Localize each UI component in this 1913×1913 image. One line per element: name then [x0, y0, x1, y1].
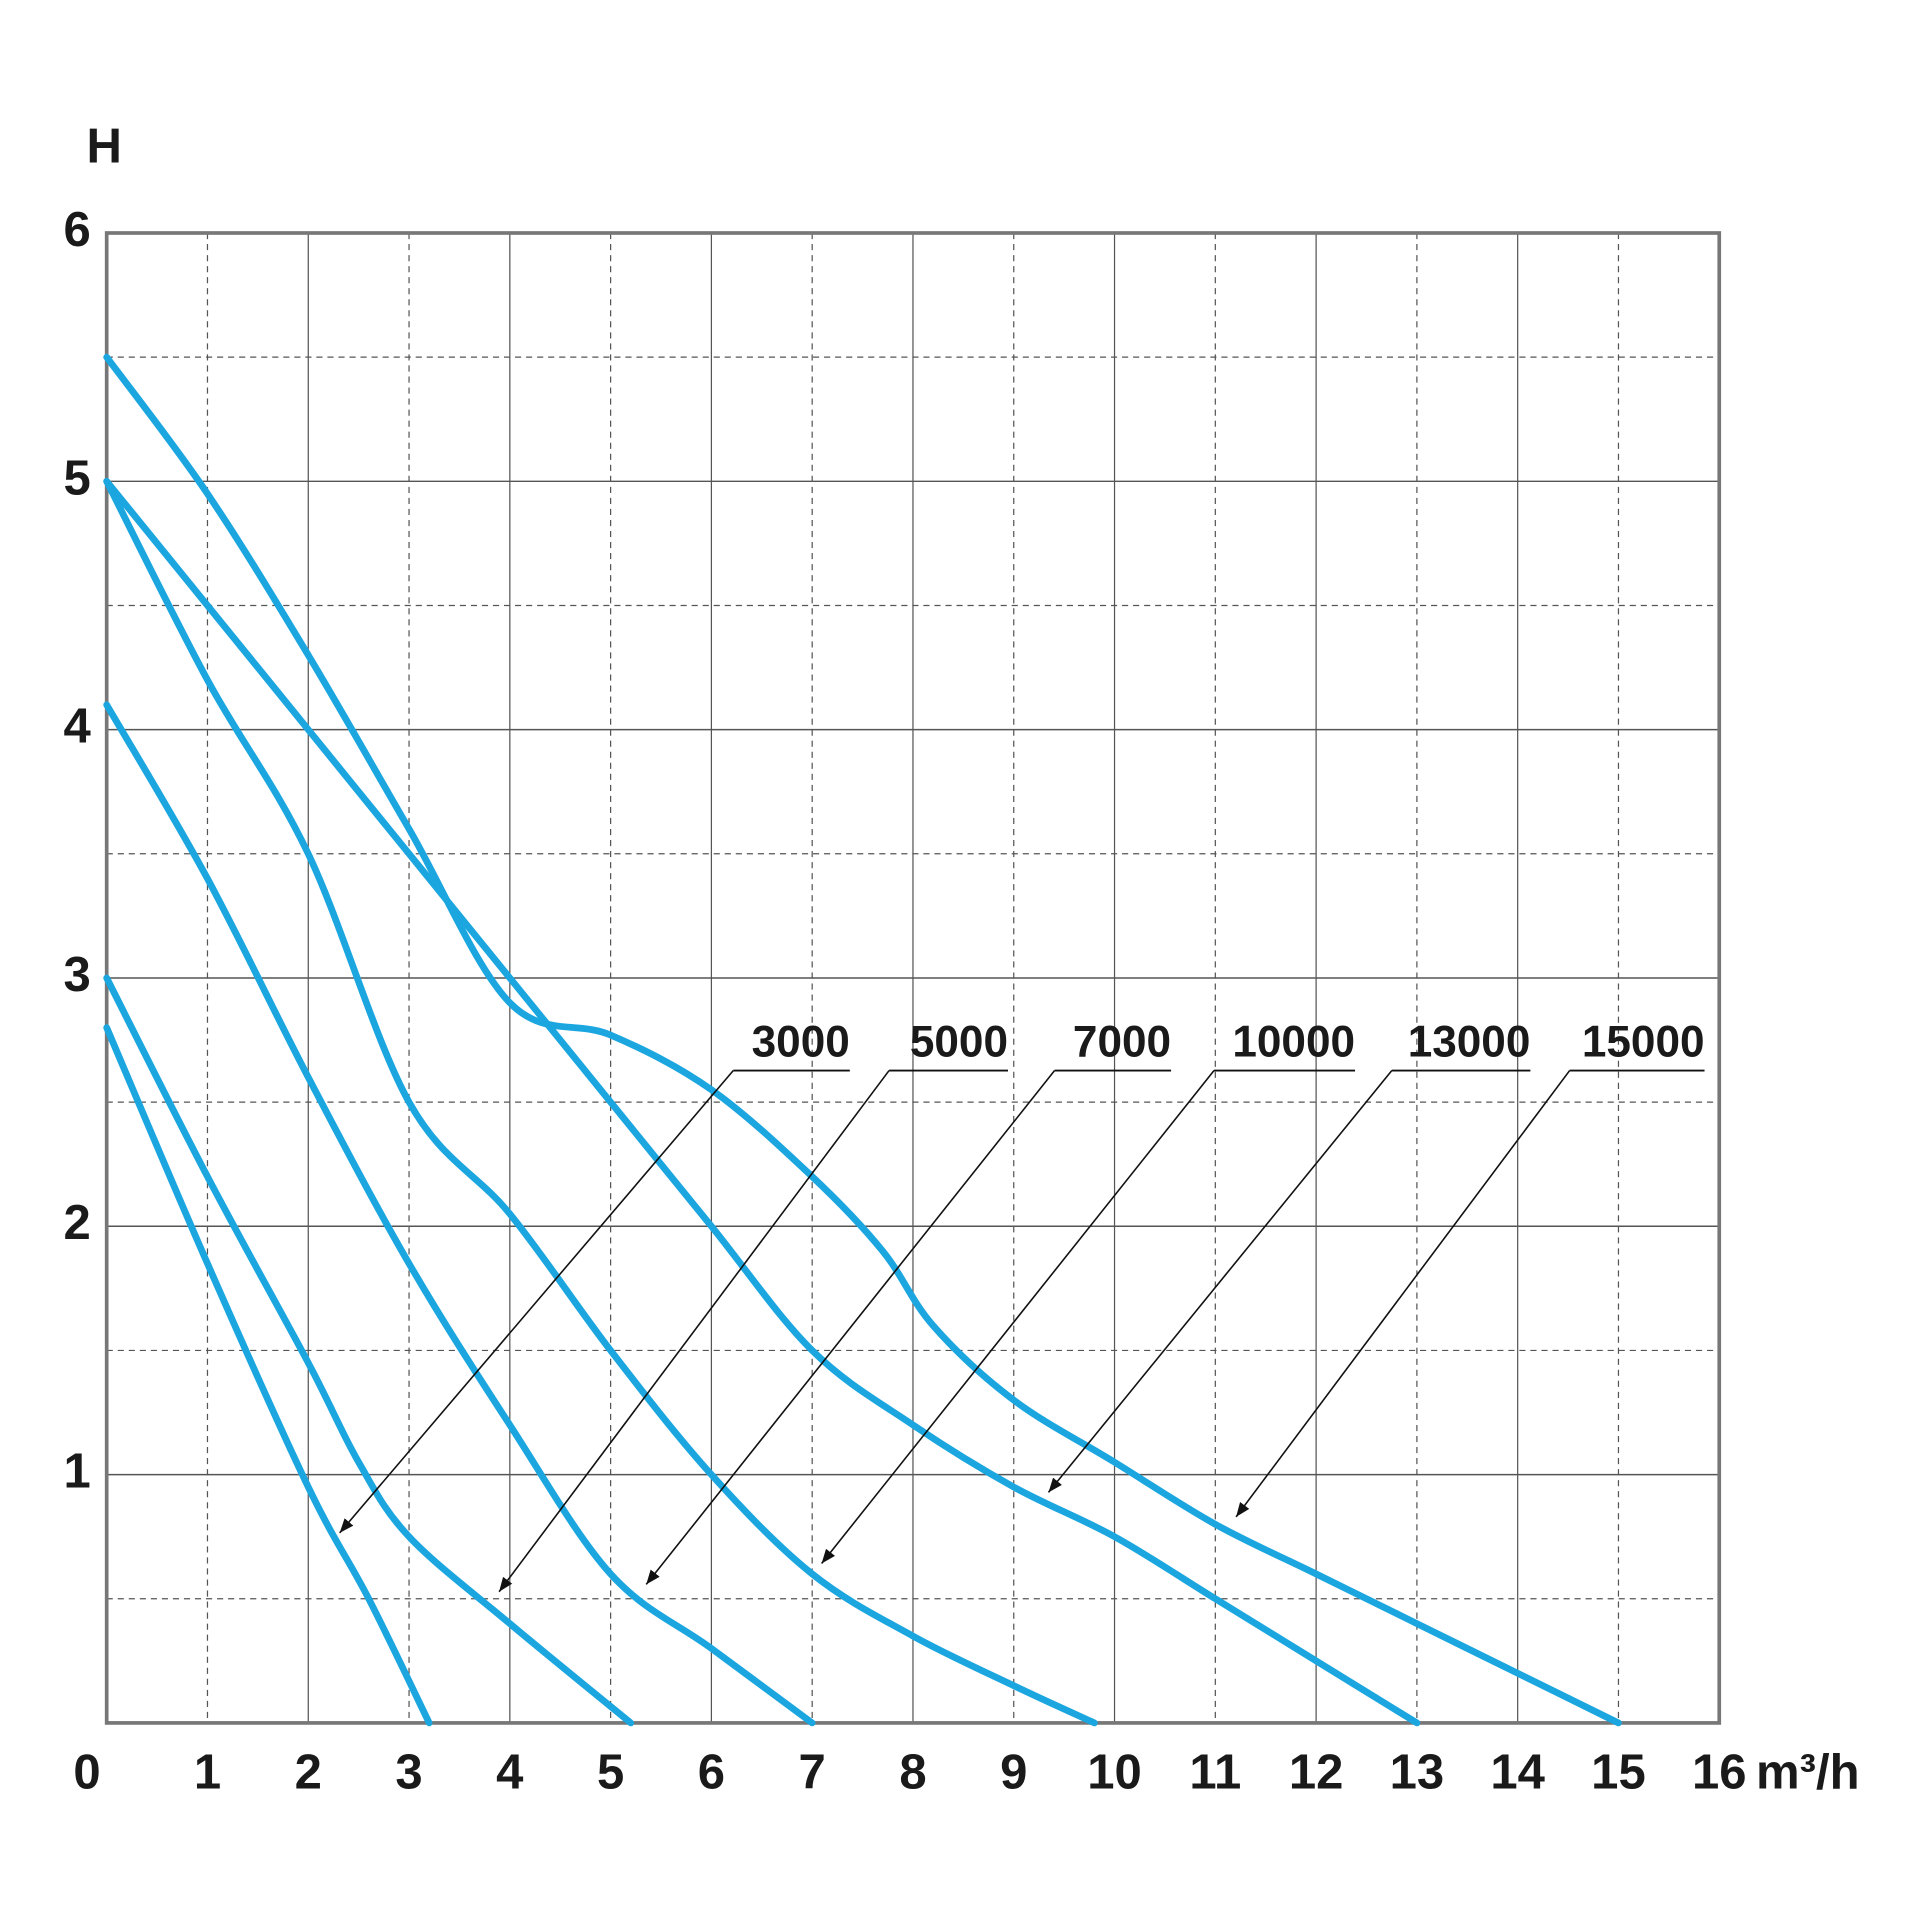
series-label: 3000	[752, 1017, 850, 1066]
series-line	[103, 477, 1421, 1727]
leader-arrow	[645, 1070, 1056, 1585]
series-line	[103, 477, 1098, 1727]
y-tick-label: 3	[63, 948, 90, 1002]
x-axis-label: m³/h	[1756, 1746, 1860, 1800]
y-tick-label: 2	[63, 1196, 90, 1250]
series-label: 15000	[1582, 1017, 1705, 1066]
leader-arrow	[339, 1070, 734, 1534]
series-label: 13000	[1408, 1017, 1531, 1066]
x-tick-label: 16	[1692, 1746, 1747, 1800]
x-tick-label: 7	[799, 1746, 826, 1800]
series-label: 10000	[1232, 1017, 1355, 1066]
leader-arrow	[1047, 1070, 1393, 1493]
y-tick-label: 6	[63, 203, 90, 257]
leader-arrow	[820, 1070, 1215, 1565]
x-tick-label: 14	[1490, 1746, 1545, 1800]
y-axis-label: H	[87, 120, 122, 174]
x-tick-label: 4	[496, 1746, 524, 1800]
x-tick-label: 9	[1000, 1746, 1027, 1800]
series-line	[103, 974, 635, 1727]
leader-arrow	[498, 1070, 890, 1593]
x-tick-label: 15	[1591, 1746, 1646, 1800]
x-tick-label: 12	[1289, 1746, 1344, 1800]
series-line	[103, 353, 1622, 1727]
x-tick-label: 2	[295, 1746, 322, 1800]
y-tick-label: 4	[63, 700, 91, 754]
x-tick-label: 6	[698, 1746, 725, 1800]
series-line	[103, 1024, 433, 1727]
series-label: 5000	[910, 1017, 1008, 1066]
x-tick-label: 8	[899, 1746, 926, 1800]
x-tick-label: 11	[1189, 1746, 1241, 1800]
x-tick-label: 3	[395, 1746, 422, 1800]
leader-arrow	[1235, 1070, 1571, 1518]
x-tick-label: 1	[194, 1746, 221, 1800]
x-tick-label: 5	[597, 1746, 624, 1800]
series-line	[103, 701, 816, 1727]
series-label: 7000	[1073, 1017, 1171, 1066]
x-tick-label: 10	[1087, 1746, 1142, 1800]
x-tick-label: 13	[1390, 1746, 1445, 1800]
x-tick-label: 0	[73, 1746, 100, 1800]
y-tick-label: 1	[63, 1445, 90, 1499]
y-tick-label: 5	[63, 451, 90, 505]
